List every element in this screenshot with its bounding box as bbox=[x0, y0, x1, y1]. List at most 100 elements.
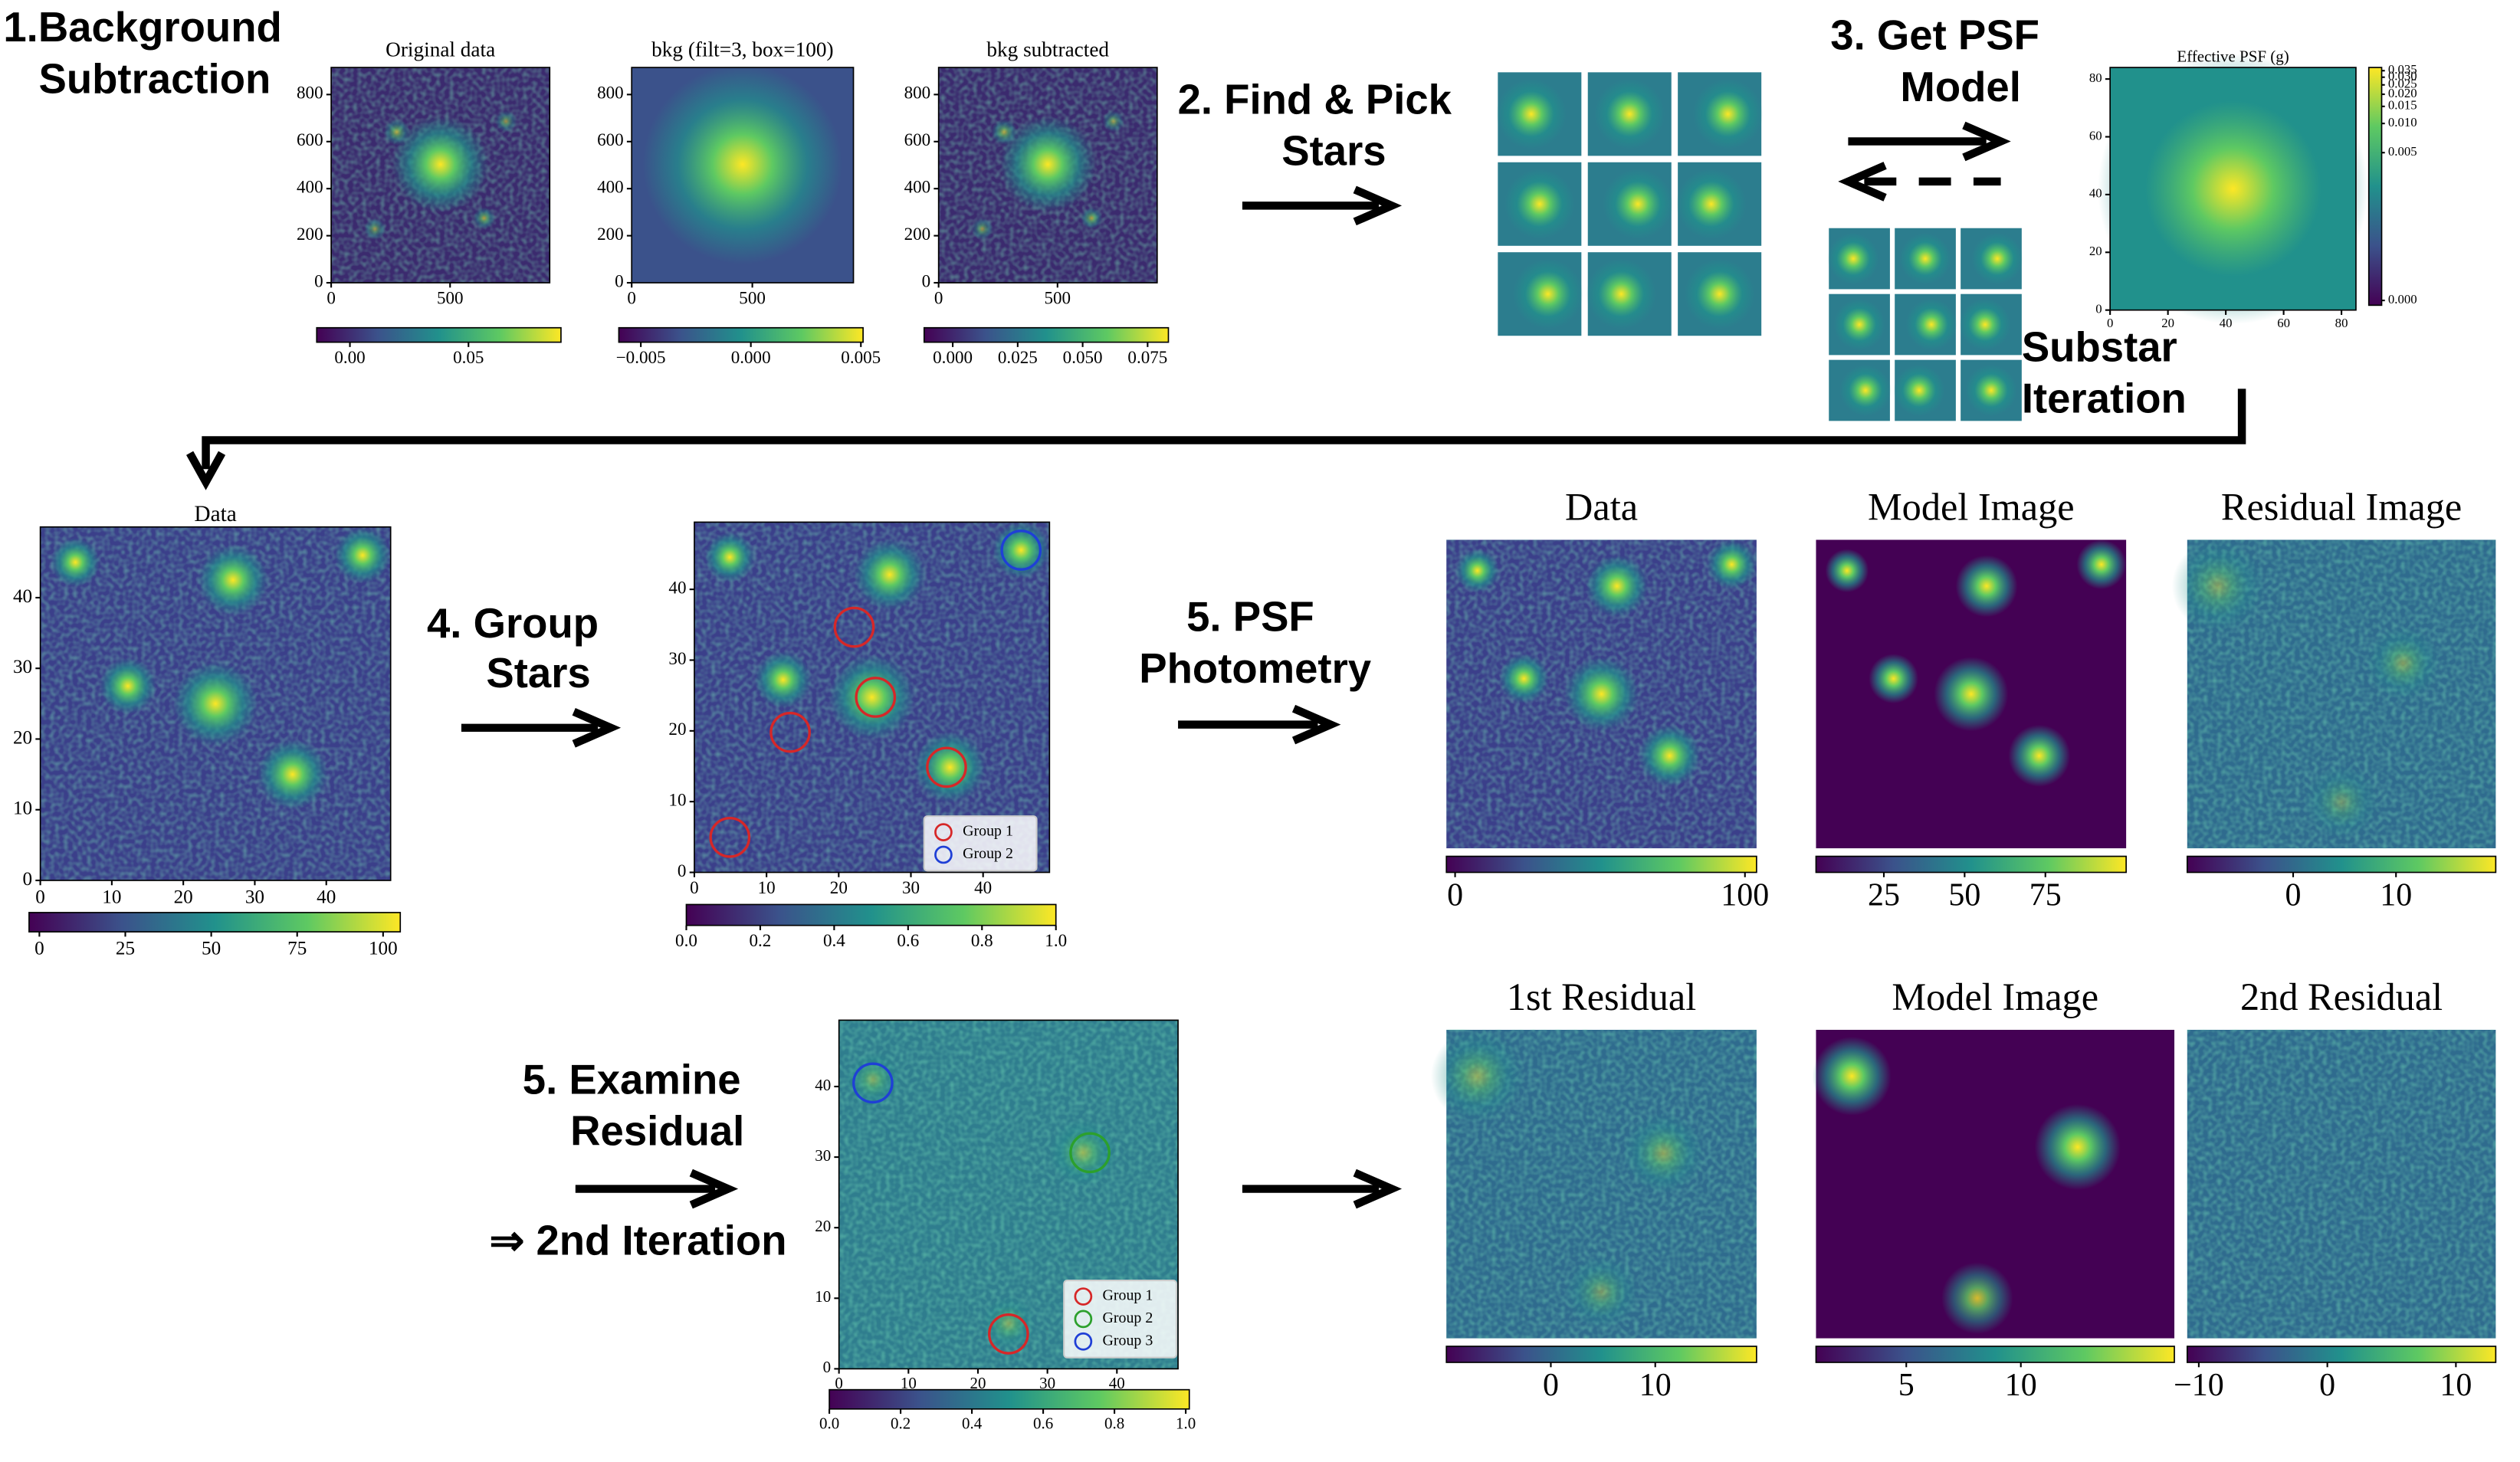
colorbar-tick-label: 0.005 bbox=[2388, 144, 2417, 159]
source bbox=[1869, 654, 1918, 704]
thumb-star bbox=[1692, 79, 1764, 149]
panel: Data 0 100 bbox=[1445, 485, 1769, 913]
x-tick-label: 40 bbox=[1109, 1374, 1125, 1392]
y-tick-label: 0 bbox=[922, 270, 931, 290]
arrow-head bbox=[1353, 185, 1403, 226]
x-tick-label: 80 bbox=[2335, 316, 2348, 330]
x-tick-label: 10 bbox=[758, 877, 776, 897]
panel-title: Data bbox=[1565, 485, 1638, 528]
colorbar bbox=[1815, 1346, 2175, 1363]
source bbox=[2098, 53, 2368, 324]
panel: Data 0 10 20 30 40 0 10 20 30 40 0 25 50 75 100 bbox=[13, 502, 402, 959]
colorbar-tick-label: 0.015 bbox=[2388, 98, 2417, 113]
colorbar-tick-label: 0.005 bbox=[841, 347, 881, 367]
colorbar-tick-label: 0.05 bbox=[453, 347, 484, 367]
source bbox=[257, 739, 328, 810]
step-label: Model bbox=[1900, 64, 2020, 110]
colorbar-tick-label: 0 bbox=[2319, 1368, 2335, 1403]
x-tick-label: 500 bbox=[739, 288, 766, 308]
colorbar-tick-label: 0.050 bbox=[1063, 347, 1103, 367]
y-tick-label: 800 bbox=[904, 83, 931, 103]
y-tick-label: 40 bbox=[815, 1076, 831, 1094]
colorbar-tick-label: 100 bbox=[369, 938, 398, 959]
step-label: 5. PSF bbox=[1186, 594, 1314, 641]
panel: Model Image 25 50 75 bbox=[1815, 485, 2127, 913]
colorbar-tick-label: 0.025 bbox=[998, 347, 1038, 367]
colorbar-tick-label: 1.0 bbox=[1045, 930, 1067, 950]
source bbox=[1639, 724, 1701, 787]
colorbar-tick-label: 1.0 bbox=[1176, 1414, 1196, 1433]
colorbar-tick-label: 0.075 bbox=[1127, 347, 1167, 367]
y-tick-label: 200 bbox=[904, 224, 931, 244]
source bbox=[494, 110, 517, 133]
legend-label: Group 2 bbox=[963, 845, 1013, 862]
step-label: 4. Group bbox=[427, 600, 599, 647]
colorbar-tick-label: 0.000 bbox=[933, 347, 973, 367]
colorbar-tick-label: 75 bbox=[287, 938, 307, 959]
panel: 0 10 20 30 40 0 10 20 30 40 0.0 0.2 0.4 0.6 0.8 1.0 Grou… bbox=[815, 1019, 1196, 1433]
colorbar-tick-label: 10 bbox=[2380, 878, 2412, 913]
y-tick-label: 20 bbox=[815, 1217, 831, 1235]
arrow-head bbox=[1962, 121, 2011, 162]
x-tick-label: 40 bbox=[317, 887, 336, 907]
y-tick-label: 30 bbox=[668, 648, 686, 668]
colorbar-tick-label: 100 bbox=[1721, 878, 1769, 913]
colorbar-tick-label: 0.8 bbox=[1104, 1414, 1124, 1433]
step-label: Iteration bbox=[2022, 375, 2187, 422]
colorbar-tick-label: 0 bbox=[34, 938, 44, 959]
x-tick-label: 10 bbox=[901, 1374, 917, 1392]
axes-frame bbox=[937, 67, 1158, 284]
group-circle bbox=[1069, 1132, 1111, 1174]
colorbar-tick-label: 0.4 bbox=[962, 1414, 983, 1433]
y-tick-label: 600 bbox=[297, 129, 323, 149]
colorbar-tick-label: 0.010 bbox=[2388, 115, 2417, 129]
step-label: 3. Get PSF bbox=[1830, 12, 2039, 59]
colorbar-tick-label: 0.00 bbox=[334, 347, 365, 367]
colorbar-tick-label: 0.035 bbox=[2388, 62, 2417, 77]
x-tick-label: 40 bbox=[2220, 316, 2233, 330]
source bbox=[1430, 1029, 1524, 1123]
colorbar-tick-label: 0.030 bbox=[2388, 69, 2417, 84]
colorbar-tick-label: 0.2 bbox=[891, 1414, 911, 1433]
source bbox=[334, 527, 391, 584]
x-tick-label: 10 bbox=[102, 887, 121, 907]
x-tick-label: 20 bbox=[830, 877, 848, 897]
source bbox=[1564, 657, 1639, 732]
source bbox=[392, 116, 489, 213]
source bbox=[1707, 539, 1757, 590]
thumb-star bbox=[1827, 233, 1879, 285]
thumb-star bbox=[1839, 365, 1892, 416]
panel-title: Residual Image bbox=[2221, 485, 2462, 528]
panel: Effective PSF (g) 0 20 40 60 80 0 20 40 60 80 0.035… bbox=[2089, 47, 2417, 330]
source bbox=[198, 545, 268, 615]
y-tick-label: 80 bbox=[2089, 70, 2102, 85]
y-tick-label: 0 bbox=[23, 869, 33, 890]
colorbar bbox=[316, 326, 562, 343]
colorbar-tick-label: 25 bbox=[116, 938, 135, 959]
panel-title: Model Image bbox=[1892, 975, 2098, 1018]
legend-label: Group 1 bbox=[963, 823, 1013, 840]
panel-title: 1st Residual bbox=[1507, 975, 1696, 1018]
y-tick-label: 200 bbox=[297, 224, 323, 244]
arrow-head bbox=[572, 708, 622, 748]
colorbar bbox=[1815, 855, 2127, 874]
y-tick-label: 0 bbox=[823, 1358, 831, 1376]
y-tick-label: 20 bbox=[2089, 244, 2102, 258]
legend bbox=[923, 815, 1038, 872]
colorbar-tick-label: 0.4 bbox=[823, 930, 845, 950]
source bbox=[754, 651, 812, 709]
source bbox=[363, 218, 386, 241]
legend bbox=[1063, 1280, 1178, 1359]
arrow-head bbox=[186, 451, 226, 490]
axes-frame bbox=[694, 521, 1051, 874]
y-tick-label: 10 bbox=[13, 798, 32, 819]
step-label: Substar bbox=[2022, 323, 2177, 370]
source bbox=[2008, 724, 2071, 787]
source bbox=[2366, 626, 2440, 700]
thumb-star bbox=[1594, 79, 1665, 149]
axes-frame bbox=[330, 67, 551, 284]
source bbox=[1812, 1036, 1892, 1116]
colorbar-tick-label: 10 bbox=[2005, 1368, 2037, 1403]
colorbar bbox=[2186, 1346, 2497, 1363]
y-tick-label: 200 bbox=[597, 224, 624, 244]
